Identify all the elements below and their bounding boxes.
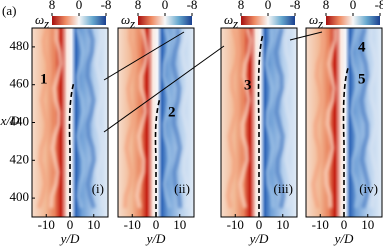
x-tick-label: -10 (227, 217, 244, 232)
colorbar-tick-label: 0 (265, 0, 272, 12)
colorbar-tick-label: 0 (350, 0, 357, 12)
figure-label: (a) (2, 3, 16, 18)
annotation: 1 (40, 71, 48, 87)
colorbar-tick-label: 8 (238, 0, 245, 12)
annotation: 3 (244, 77, 252, 93)
x-tick-label: 10 (87, 217, 100, 232)
x-tick-label: 10 (173, 217, 186, 232)
x-axis-label: y/D (248, 231, 269, 246)
panel-label: (iii) (274, 181, 294, 196)
x-axis-label: y/D (59, 231, 80, 246)
colorbar-symbol: ω (224, 12, 233, 27)
colorbar (52, 16, 106, 25)
y-tick-label: 480 (10, 38, 30, 53)
colorbar (326, 16, 380, 25)
colorbar-tick-label: -8 (101, 0, 112, 12)
annotation: 5 (358, 71, 366, 87)
colorbar-tick-label: 0 (162, 0, 169, 12)
colorbar-tick-label: -8 (290, 0, 301, 12)
x-tick-label: 0 (67, 217, 74, 232)
y-tick-label: 420 (10, 151, 30, 166)
colorbar (241, 16, 295, 25)
colorbar-tick-label: -8 (375, 0, 383, 12)
colorbar-subscript: z (129, 16, 135, 31)
colorbar-tick-label: -8 (187, 0, 198, 12)
panel-label: (ii) (174, 181, 190, 196)
colorbar-tick-label: 8 (49, 0, 56, 12)
x-tick-label: -10 (124, 217, 141, 232)
y-tick-label: 400 (10, 189, 30, 204)
y-tick-label: 460 (10, 76, 30, 91)
x-tick-label: -10 (38, 217, 55, 232)
colorbar-symbol: ω (35, 12, 44, 27)
colorbar-tick-label: 0 (76, 0, 83, 12)
colorbar-symbol: ω (309, 12, 318, 27)
x-axis-label: y/D (333, 231, 354, 246)
panel-label: (i) (92, 181, 104, 196)
x-tick-label: 10 (276, 217, 289, 232)
annotation: 2 (168, 104, 176, 120)
y-tick-label: 440 (10, 113, 30, 128)
x-tick-label: -10 (312, 217, 329, 232)
panel-label: (iv) (359, 181, 378, 196)
colorbar-subscript: z (232, 16, 238, 31)
colorbar-tick-label: 8 (135, 0, 142, 12)
colorbar-tick-label: 8 (323, 0, 330, 12)
x-tick-label: 0 (341, 217, 348, 232)
colorbar-subscript: z (317, 16, 323, 31)
colorbar-subscript: z (43, 16, 49, 31)
x-tick-label: 0 (153, 217, 160, 232)
x-axis-label: y/D (145, 231, 166, 246)
x-tick-label: 10 (361, 217, 374, 232)
annotation: 4 (358, 39, 366, 55)
colorbar (138, 16, 192, 25)
colorbar-symbol: ω (121, 12, 130, 27)
x-tick-label: 0 (256, 217, 263, 232)
